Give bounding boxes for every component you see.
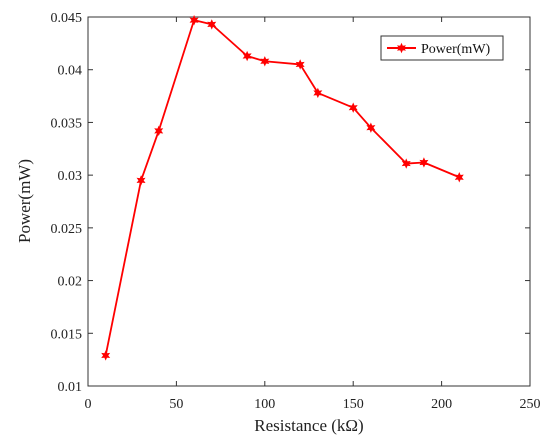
x-tick-label: 50 [169,397,183,412]
data-point-marker [348,102,358,113]
data-point-marker [189,14,199,26]
data-point-marker [101,350,111,361]
data-point-marker [207,19,217,30]
y-tick-label: 0.01 [58,380,83,395]
x-tick-label: 100 [254,397,275,412]
y-tick-label: 0.02 [58,275,83,290]
y-tick-label: 0.04 [58,64,83,79]
data-point-marker [242,50,252,62]
legend-label: Power(mW) [421,42,491,57]
y-tick-label: 0.025 [51,222,83,237]
data-point-marker [154,125,164,137]
x-tick-label: 150 [343,397,364,412]
data-point-marker [313,87,323,99]
x-axis-title: Resistance (kΩ) [254,416,363,435]
x-tick-label: 0 [85,397,92,412]
y-tick-label: 0.035 [51,116,83,131]
x-tick-label: 250 [520,397,541,412]
data-point-marker [136,175,146,186]
y-axis-title: Power(mW) [15,159,34,243]
legend-marker [397,42,406,54]
axis-ticks: 0 50 100 150 200 250 0.01 0.015 0.02 0.025 0.03 0.0… [51,11,541,412]
y-tick-label: 0.015 [51,327,83,342]
data-point-marker [419,157,429,168]
legend: Power(mW) [380,35,504,61]
y-tick-label: 0.045 [51,11,83,26]
data-point-marker [454,172,464,183]
series-layer [101,14,464,361]
data-point-marker [401,158,411,169]
y-tick-label: 0.03 [58,169,83,184]
x-tick-label: 200 [431,397,452,412]
plot-area [87,16,531,387]
series-line [104,19,460,356]
data-point-marker [366,122,376,133]
data-point-marker [295,59,305,70]
data-point-marker [260,56,270,67]
